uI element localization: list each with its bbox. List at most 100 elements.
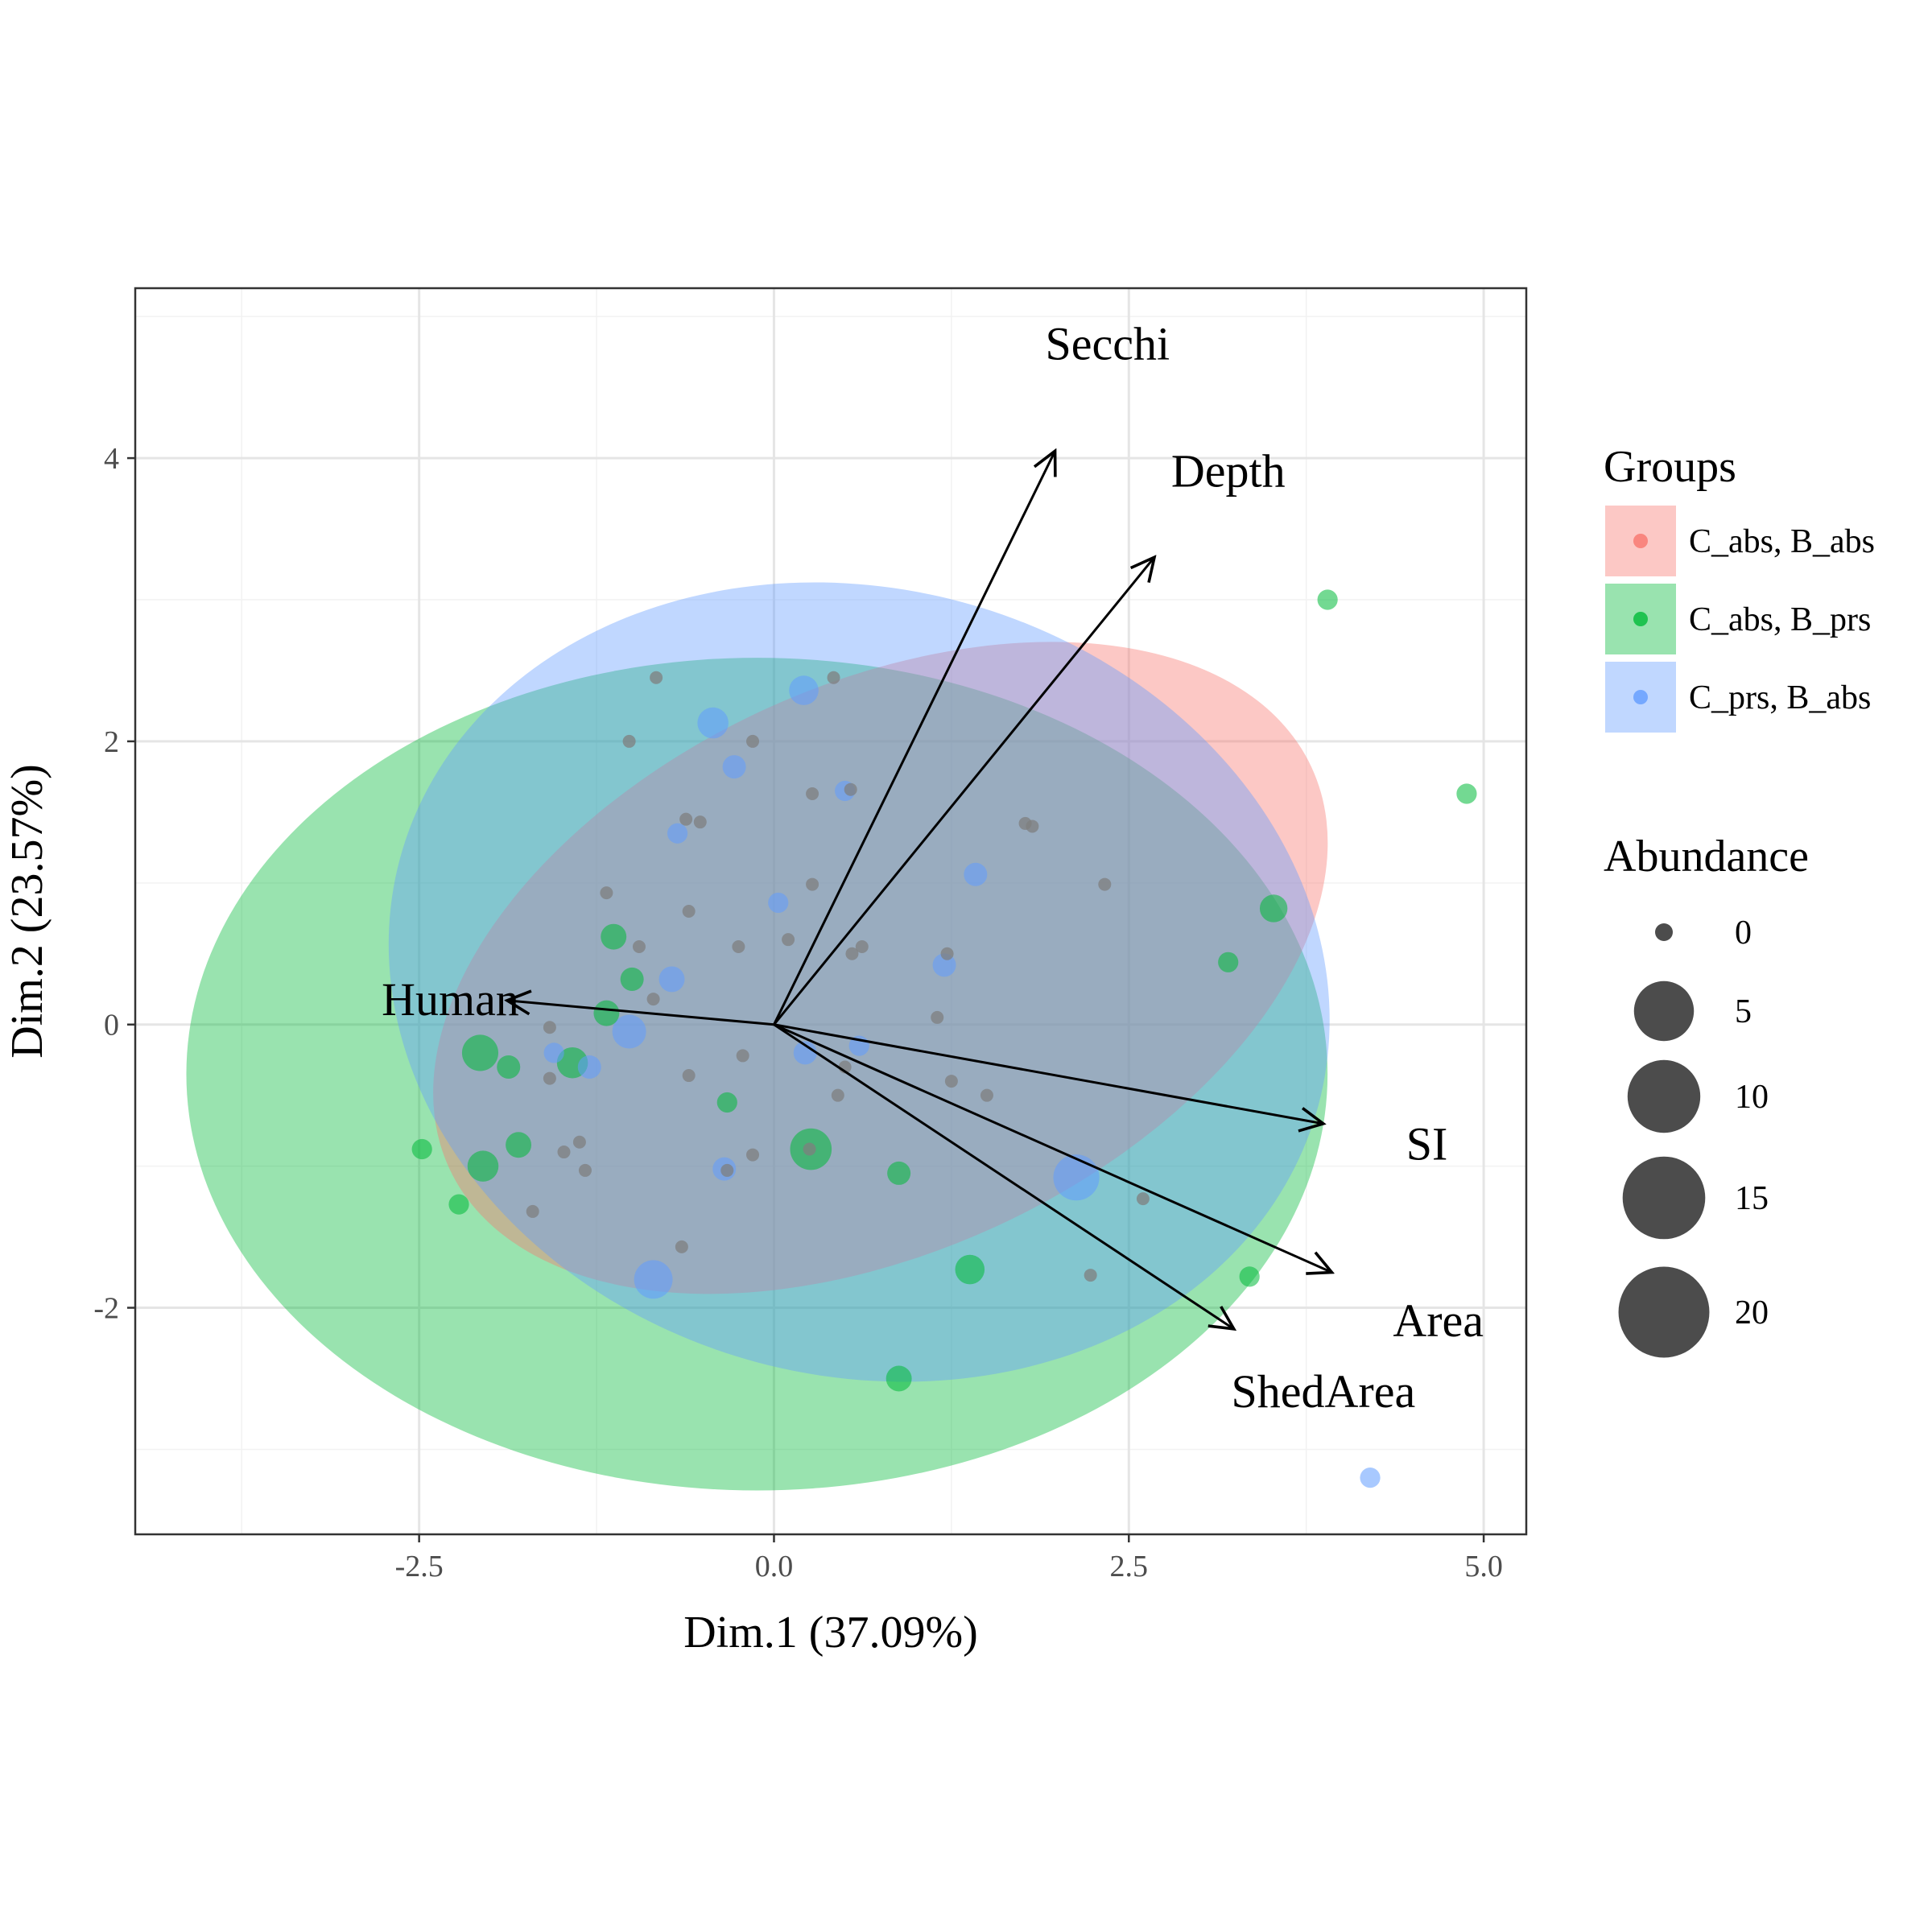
variable-label-secchi: Secchi	[1046, 317, 1170, 369]
data-point	[831, 1088, 844, 1102]
data-point	[886, 1365, 912, 1392]
groups-legend: Groups C_abs, B_abs C_abs, B_prs C_prs, B_…	[1604, 442, 1875, 733]
plot-panel-border	[134, 287, 1528, 1536]
data-point	[593, 1000, 620, 1026]
abundance-legend-title: Abundance	[1604, 832, 1809, 881]
size-legend-circle	[1622, 1156, 1706, 1240]
groups-legend-title: Groups	[1604, 442, 1736, 492]
legend-key-dot	[1633, 534, 1648, 548]
data-point	[768, 892, 789, 914]
y-tick-label: 4	[104, 442, 119, 476]
data-point	[697, 707, 729, 739]
data-point	[806, 877, 819, 891]
x-tick-label: -2.5	[395, 1550, 444, 1583]
abundance-legend: Abundance 0 5 10 15 20	[1604, 832, 1809, 1358]
data-point	[646, 993, 660, 1006]
data-point	[931, 1010, 944, 1024]
legend-key-dot	[1633, 612, 1648, 626]
legend-label: C_prs, B_abs	[1689, 679, 1871, 716]
data-point	[577, 1055, 601, 1080]
data-point	[944, 1075, 958, 1088]
y-axis-title: Dim.2 (23.57%)	[2, 764, 52, 1059]
ellipse-c-abs-b-prs	[186, 658, 1328, 1491]
legend-label: C_abs, B_abs	[1689, 523, 1875, 560]
size-legend-circle	[1655, 923, 1673, 941]
arrow-human	[507, 1001, 774, 1026]
data-point	[411, 1138, 432, 1160]
data-point	[732, 939, 745, 953]
data-point	[887, 1161, 911, 1185]
size-legend-label: 0	[1735, 914, 1752, 952]
variable-labels: Secchi Depth Human SI Area ShedArea	[382, 317, 1484, 1418]
data-point	[980, 1088, 993, 1102]
data-point	[736, 1049, 749, 1063]
data-point	[1218, 952, 1239, 972]
data-point	[964, 862, 988, 886]
x-axis-ticks: -2.5 0.0 2.5 5.0	[395, 1534, 1503, 1583]
data-point	[461, 1034, 499, 1071]
data-point	[679, 812, 693, 826]
data-point	[675, 1240, 688, 1253]
legend-key-dot	[1633, 690, 1648, 704]
data-point	[746, 734, 760, 748]
size-legend-label: 5	[1735, 993, 1752, 1030]
size-legend-label: 20	[1735, 1294, 1769, 1331]
data-point	[803, 1142, 816, 1156]
variable-label-shedarea: ShedArea	[1232, 1365, 1416, 1418]
data-point	[1259, 894, 1288, 923]
data-point	[467, 1150, 499, 1182]
data-point	[720, 1163, 734, 1177]
variable-label-depth: Depth	[1171, 445, 1286, 497]
data-point	[1084, 1269, 1097, 1282]
data-point	[634, 1260, 673, 1299]
data-point	[746, 1148, 760, 1162]
data-point	[782, 933, 795, 947]
data-point	[1136, 1192, 1150, 1206]
variable-label-si: SI	[1406, 1117, 1448, 1170]
x-tick-label: 2.5	[1110, 1550, 1149, 1583]
arrow-si	[774, 1023, 1323, 1124]
data-point	[1360, 1468, 1381, 1488]
data-point	[789, 675, 819, 705]
data-point	[632, 939, 646, 953]
legend-label: C_abs, B_prs	[1689, 601, 1871, 638]
data-point	[600, 886, 613, 900]
data-point	[612, 1014, 646, 1049]
data-point	[682, 1069, 696, 1083]
data-point	[497, 1055, 521, 1080]
data-point	[693, 815, 707, 829]
data-point	[806, 786, 819, 800]
data-point	[543, 1071, 556, 1085]
variable-label-area: Area	[1393, 1294, 1484, 1347]
y-axis-ticks: -2 0 2 4	[93, 442, 135, 1326]
data-point	[658, 966, 685, 993]
data-point	[543, 1021, 556, 1034]
arrow-area	[773, 1023, 1331, 1273]
data-point	[543, 1042, 564, 1063]
data-point	[955, 1254, 985, 1285]
data-point	[722, 755, 746, 779]
data-point	[855, 939, 869, 953]
data-point	[716, 1092, 737, 1113]
x-tick-label: 5.0	[1464, 1550, 1503, 1583]
data-point	[827, 671, 840, 684]
data-point	[1456, 783, 1477, 804]
size-legend-label: 10	[1735, 1079, 1769, 1116]
y-tick-label: -2	[93, 1292, 119, 1326]
arrow-shedarea	[773, 1023, 1233, 1329]
arrow-secchi	[773, 451, 1055, 1026]
data-point	[1239, 1266, 1260, 1287]
ellipse-c-abs-b-abs	[433, 642, 1328, 1294]
size-legend-circle	[1627, 1059, 1701, 1133]
y-tick-label: 0	[104, 1009, 119, 1042]
data-point	[845, 947, 859, 960]
x-tick-label: 0.0	[755, 1550, 794, 1583]
data-point	[682, 905, 696, 918]
data-point	[844, 782, 857, 796]
size-legend-label: 15	[1735, 1180, 1769, 1217]
data-point	[448, 1194, 469, 1215]
size-legend-circle	[1618, 1266, 1710, 1358]
data-point	[1053, 1154, 1100, 1201]
